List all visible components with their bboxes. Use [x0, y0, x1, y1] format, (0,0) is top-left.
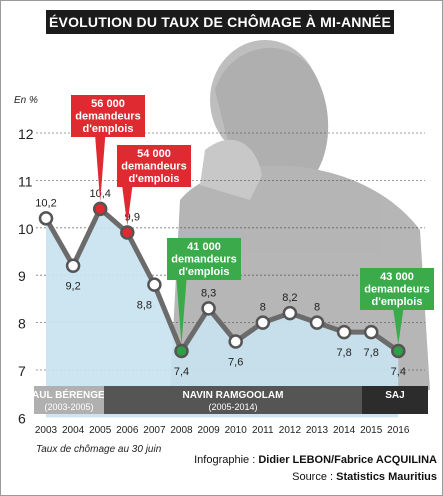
callout-pointer — [95, 137, 106, 202]
data-label: 7,8 — [364, 347, 379, 359]
callout-box — [117, 145, 191, 187]
period-band — [362, 386, 428, 414]
callout-pointer — [122, 187, 133, 226]
data-point — [255, 315, 271, 330]
x-tick-label: 2003 — [35, 425, 58, 436]
data-point — [309, 315, 325, 330]
data-label: 7,8 — [336, 347, 351, 359]
data-point — [147, 277, 162, 292]
credit-names: Didier LEBON/Fabrice ACQUILINA — [258, 454, 437, 466]
callout-text: demandeurs — [171, 254, 236, 266]
data-label: 7,4 — [391, 366, 406, 378]
period-name: SAJ — [385, 390, 404, 401]
callout-text: demandeurs — [75, 111, 140, 123]
data-label: 8,3 — [201, 287, 216, 299]
x-tick-label: 2004 — [62, 425, 85, 436]
callout-text: 56 000 — [91, 98, 125, 110]
data-label: 10,2 — [35, 197, 56, 209]
period-band — [104, 386, 362, 414]
data-point — [363, 324, 379, 340]
period-band — [34, 386, 104, 414]
x-tick-label: 2008 — [170, 425, 193, 436]
callout-text: demandeurs — [364, 284, 429, 296]
data-point — [120, 225, 135, 240]
data-point — [391, 343, 406, 359]
y-tick-label: 9 — [18, 268, 26, 284]
callout-text: demandeurs — [121, 161, 186, 173]
data-label: 7,4 — [174, 366, 189, 378]
chart-title: ÉVOLUTION DU TAUX DE CHÔMAGE À MI-ANNÉE — [46, 10, 394, 34]
x-note: Taux de chômage au 30 juin — [36, 444, 162, 455]
x-tick-label: 2013 — [306, 425, 329, 436]
credit-prefix: Infographie : — [194, 454, 259, 466]
data-point — [228, 334, 243, 349]
callout-box — [360, 268, 434, 310]
callout-pointer — [393, 310, 404, 345]
source-prefix: Source : — [292, 471, 337, 483]
y-tick-label: 8 — [18, 316, 26, 332]
x-tick-label: 2015 — [360, 425, 383, 436]
data-point — [38, 211, 54, 226]
data-label: 8 — [314, 302, 320, 314]
callout-text: 43 000 — [380, 271, 414, 283]
data-point — [282, 305, 298, 321]
x-tick-label: 2005 — [89, 425, 112, 436]
source-name: Statistics Mauritius — [336, 471, 437, 483]
callout-box — [167, 238, 241, 280]
data-point — [174, 343, 189, 359]
x-tick-label: 2010 — [225, 425, 248, 436]
callout-box — [71, 95, 145, 137]
y-tick-label: 10 — [18, 221, 34, 237]
area-fill — [46, 208, 399, 418]
x-tick-label: 2012 — [279, 425, 302, 436]
y-tick-label: 6 — [18, 410, 26, 426]
period-range: (2003-2005) — [44, 402, 93, 412]
data-point — [92, 201, 108, 217]
data-point — [336, 324, 352, 340]
data-point — [65, 258, 81, 273]
data-label: 7,6 — [228, 357, 243, 369]
x-tick-label: 2007 — [143, 425, 166, 436]
callout-text: d'emplois — [83, 123, 134, 135]
callout-text: d'emplois — [129, 173, 180, 185]
data-label: 8,8 — [137, 300, 152, 312]
y-tick-label: 7 — [18, 363, 26, 379]
callout-text: 54 000 — [137, 148, 171, 160]
y-tick-label: 12 — [18, 126, 34, 142]
x-tick-label: 2016 — [387, 425, 410, 436]
period-name: NAVIN RAMGOOLAM — [183, 390, 284, 401]
data-label: 9,2 — [65, 281, 80, 293]
x-tick-label: 2009 — [197, 425, 220, 436]
callout-text: d'emplois — [179, 266, 230, 278]
callout-text: 41 000 — [187, 241, 221, 253]
period-name: PAUL BÉRENGER — [26, 388, 113, 401]
data-label: 8,2 — [282, 292, 297, 304]
x-tick-label: 2006 — [116, 425, 139, 436]
period-range: (2005-2014) — [208, 402, 257, 412]
x-tick-label: 2014 — [333, 425, 356, 436]
data-label: 8 — [260, 302, 266, 314]
source-line: Source : Statistics Mauritius — [292, 471, 437, 483]
callout-pointer — [176, 280, 187, 345]
y-unit-label: En % — [14, 95, 38, 106]
callout-text: d'emplois — [372, 296, 423, 308]
credit-line: Infographie : Didier LEBON/Fabrice ACQUI… — [194, 454, 437, 466]
data-point — [201, 301, 216, 316]
y-tick-label: 11 — [18, 173, 33, 189]
x-tick-label: 2011 — [252, 425, 274, 436]
